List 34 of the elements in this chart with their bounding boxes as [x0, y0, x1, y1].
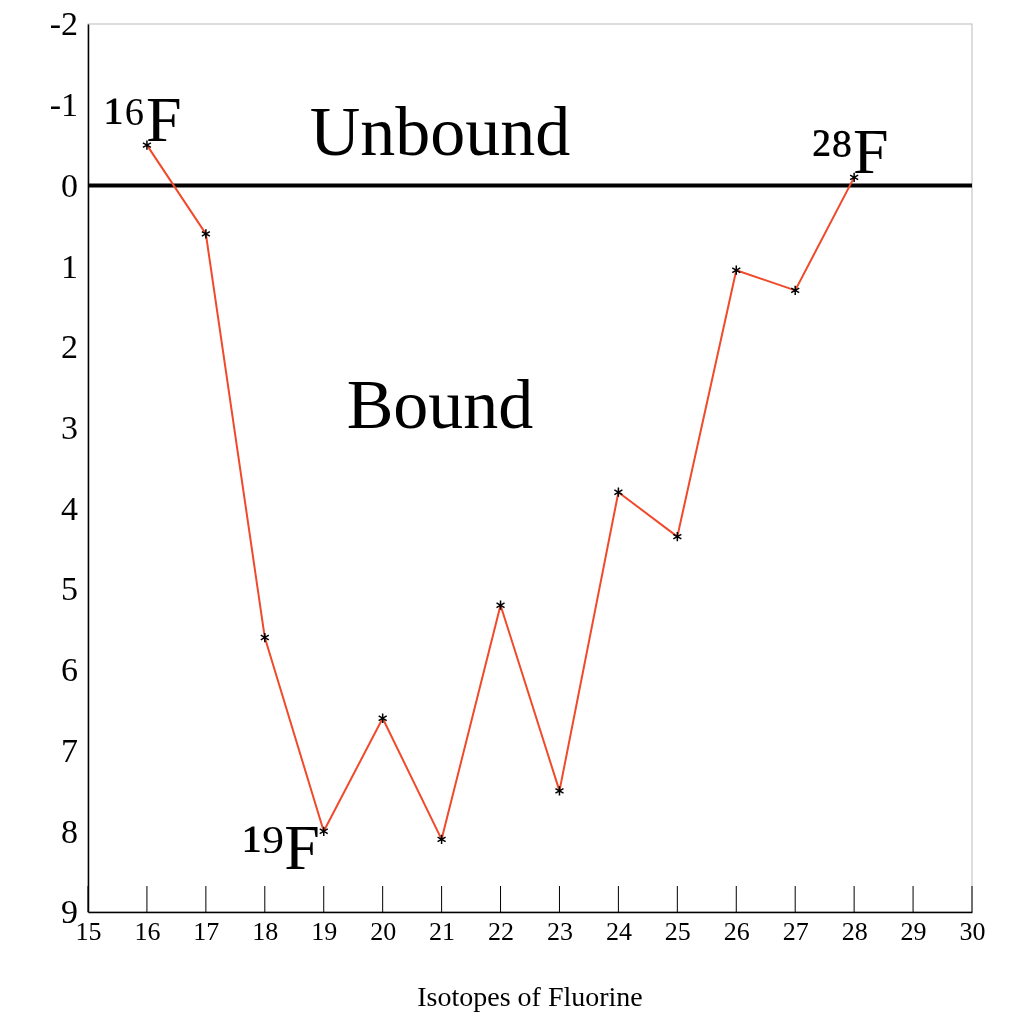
x-tick-label: 22 — [488, 917, 515, 947]
y-tick-label: 9 — [61, 893, 78, 931]
x-tick-label: 30 — [959, 917, 986, 947]
x-tick-label: 15 — [75, 917, 102, 947]
y-tick-label: 4 — [61, 489, 78, 527]
x-tick-label: 25 — [664, 917, 691, 947]
x-axis-title: Isotopes of Fluorine — [417, 981, 643, 1012]
y-tick-label: 6 — [61, 651, 78, 689]
y-tick-label: 8 — [61, 812, 78, 850]
x-tick-label: 16 — [134, 917, 161, 947]
x-tick-label: 27 — [782, 917, 809, 947]
y-tick-label: 7 — [61, 731, 78, 769]
annotation: Unbound — [309, 93, 571, 170]
x-tick-label: 21 — [429, 917, 456, 947]
y-tick-label: 3 — [61, 409, 78, 447]
y-tick-label: 1 — [61, 247, 78, 285]
annotation: Bound — [346, 366, 534, 443]
x-tick-label: 26 — [723, 917, 750, 947]
x-tick-label: 17 — [193, 917, 220, 947]
x-tick-label: 19 — [311, 917, 338, 947]
y-tick-label: 2 — [61, 328, 78, 366]
annotation: ²⁸F — [811, 116, 889, 188]
x-tick-label: 29 — [900, 917, 927, 947]
x-tick-label: 28 — [841, 917, 868, 947]
annotation: ¹⁶F — [104, 84, 182, 156]
y-tick-label: 0 — [61, 166, 78, 204]
y-tick-label: -2 — [49, 5, 78, 43]
x-tick-label: 24 — [605, 917, 632, 947]
x-tick-label: 18 — [252, 917, 279, 947]
y-tick-label: -1 — [49, 86, 78, 124]
x-tick-label: 20 — [370, 917, 397, 947]
annotation: ¹⁹F — [242, 812, 320, 884]
x-tick-label: 23 — [546, 917, 573, 947]
y-tick-label: 5 — [61, 570, 78, 608]
